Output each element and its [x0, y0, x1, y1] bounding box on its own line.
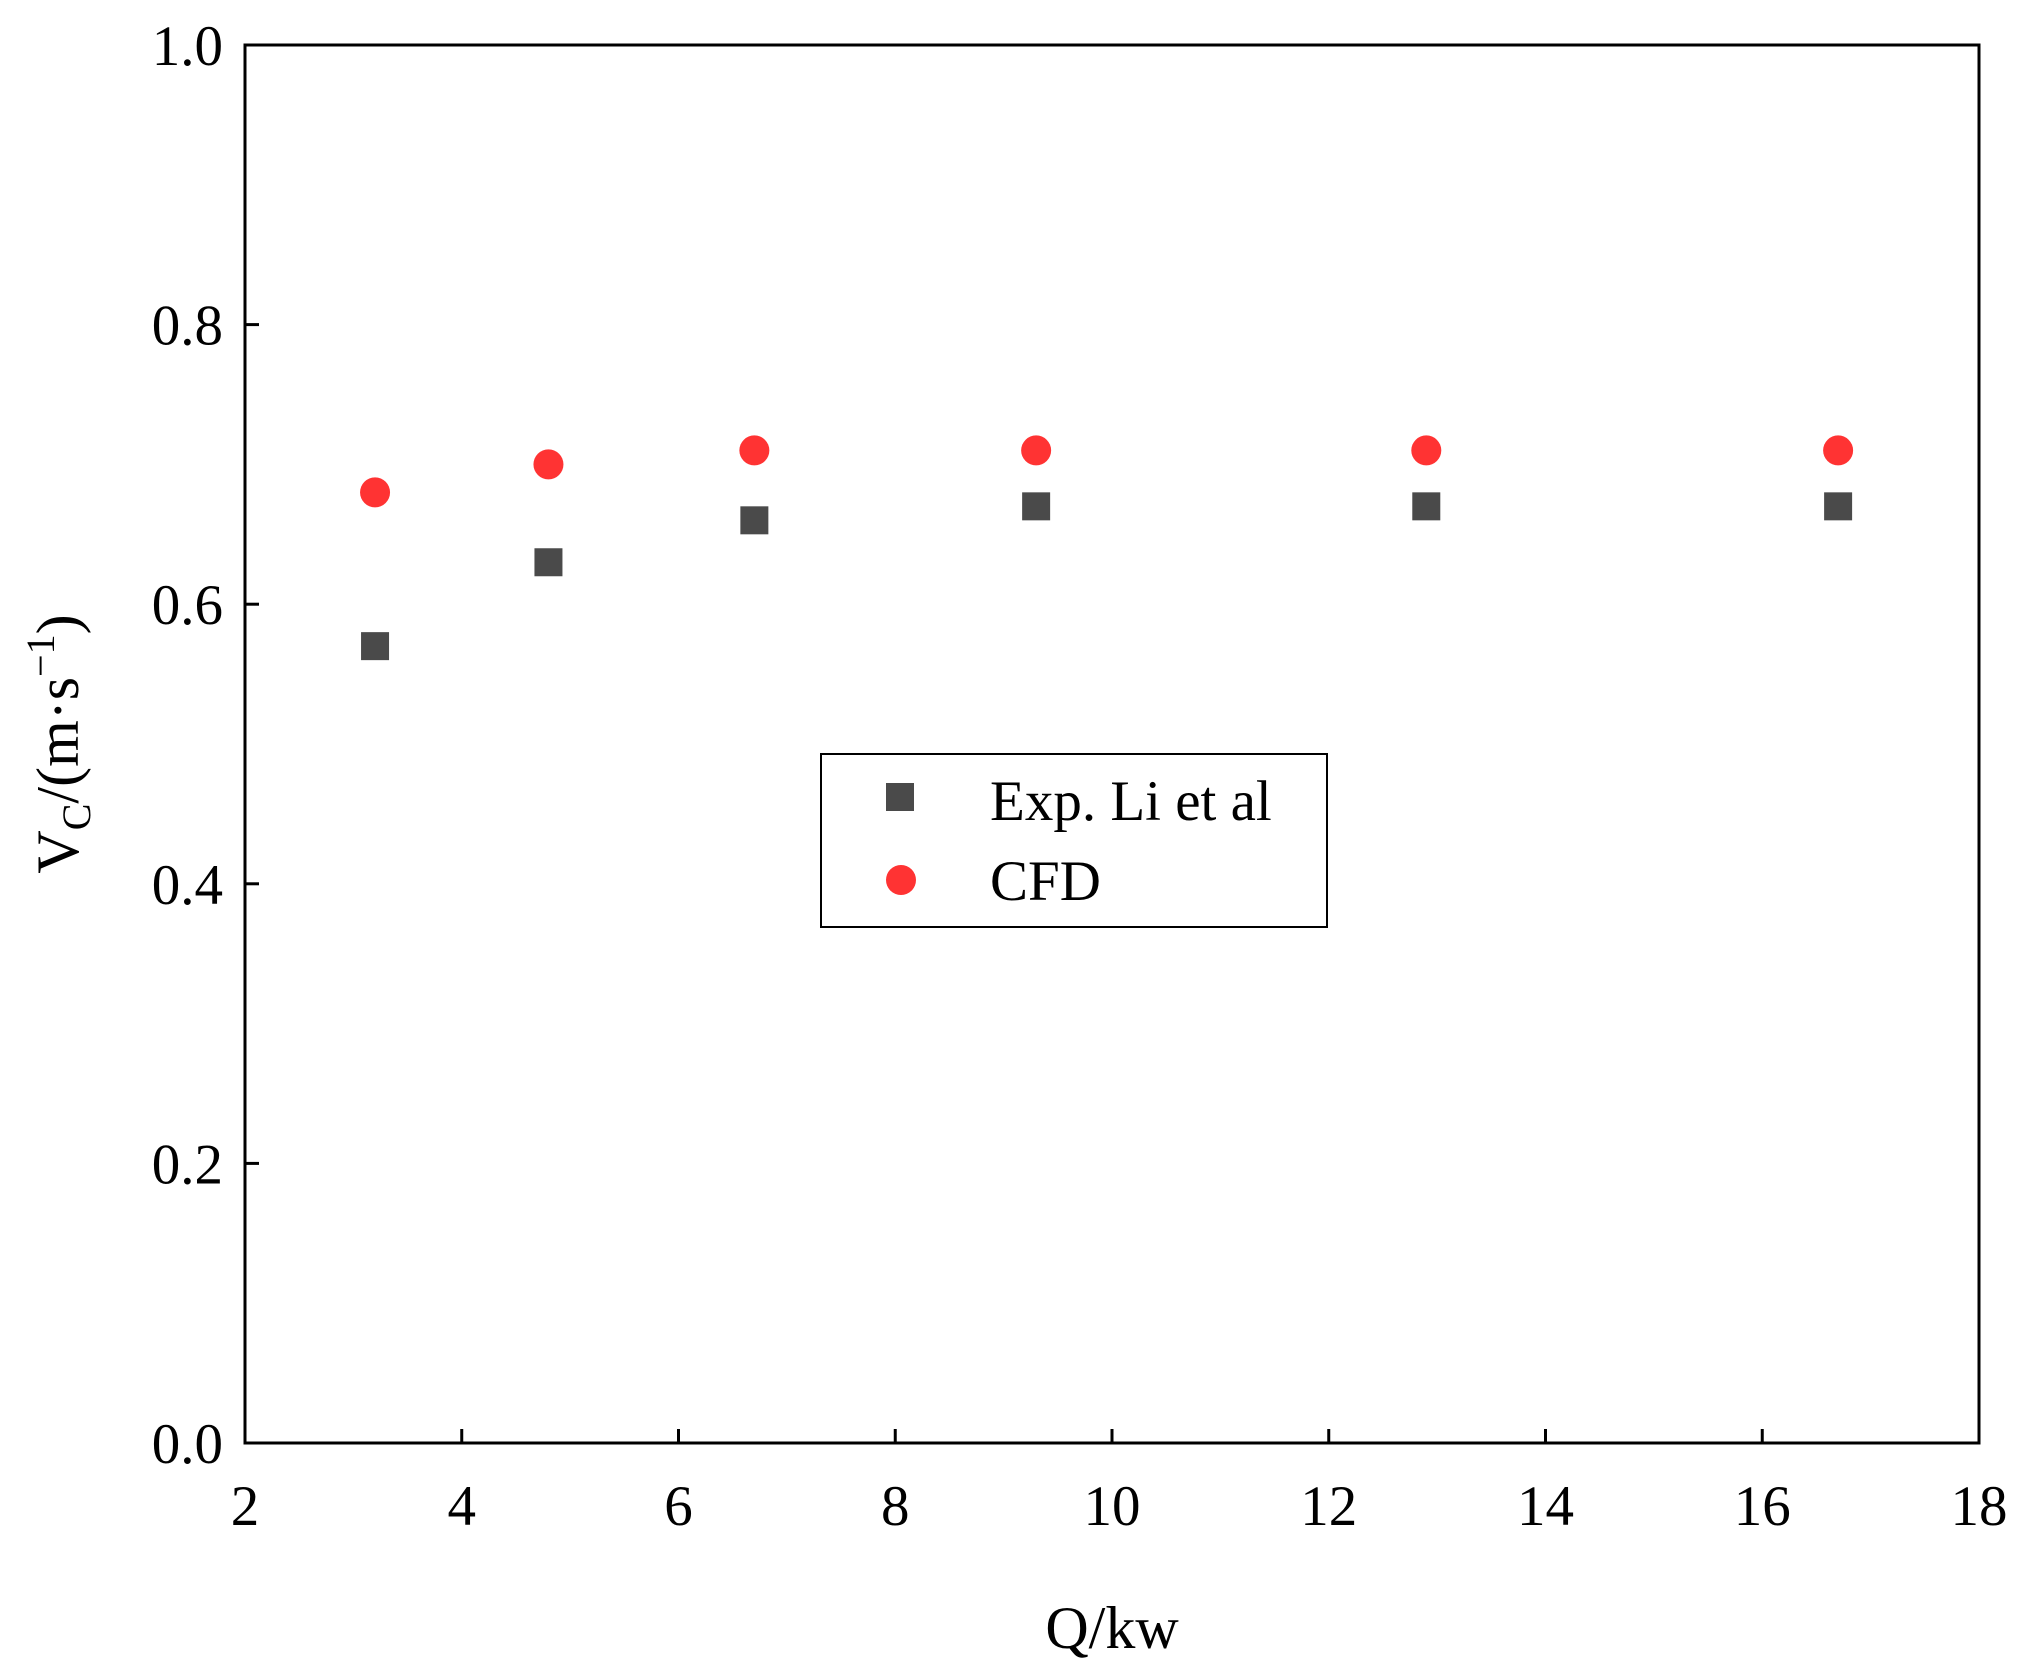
cfd-data-point — [739, 435, 770, 466]
y-tick-label: 0.0 — [152, 1413, 223, 1476]
x-tick-label: 16 — [1734, 1475, 1791, 1538]
y-tick-label: 1.0 — [152, 15, 223, 78]
legend-marker-exp — [886, 783, 914, 811]
y-axis-title: VC/(m·s−1) — [18, 614, 99, 873]
x-tick-label: 10 — [1084, 1475, 1141, 1538]
y-axis: 0.0 0.2 0.4 0.6 0.8 1.0 — [152, 15, 259, 1476]
cfd-data-point — [533, 449, 564, 480]
data-points — [360, 435, 1854, 661]
x-tick-label: 6 — [664, 1475, 693, 1538]
x-axis: 2 4 6 8 10 12 14 16 18 — [231, 1429, 2008, 1538]
legend-box — [820, 753, 1328, 928]
y-axis-title-superscript: −1 — [18, 634, 63, 677]
x-tick-label: 4 — [448, 1475, 477, 1538]
legend-label-exp: Exp. Li et al — [990, 770, 1272, 833]
x-tick-label: 2 — [231, 1475, 260, 1538]
exp-data-point — [1412, 492, 1441, 521]
y-axis-title-rest: /(m·s — [25, 677, 91, 804]
y-axis-title-close: ) — [25, 614, 91, 634]
x-tick-label: 18 — [1951, 1475, 2008, 1538]
y-tick-label: 0.4 — [152, 854, 223, 917]
x-axis-title: Q/kw — [1045, 1595, 1179, 1661]
exp-data-point — [361, 632, 390, 661]
exp-data-point — [1824, 492, 1853, 521]
exp-data-point — [1022, 492, 1051, 521]
plot-frame — [243, 43, 1981, 1445]
legend-marker-cfd — [886, 865, 916, 895]
y-axis-title-subscript: C — [54, 804, 99, 831]
exp-data-point — [534, 548, 563, 577]
y-tick-label: 0.8 — [152, 295, 223, 358]
exp-data-point — [740, 506, 769, 535]
y-tick-label: 0.6 — [152, 574, 223, 637]
x-tick-label: 12 — [1300, 1475, 1357, 1538]
cfd-data-point — [360, 477, 391, 508]
y-axis-title-main: V — [25, 830, 91, 873]
cfd-data-point — [1823, 435, 1854, 466]
cfd-data-point — [1021, 435, 1052, 466]
legend: Exp. Li et al CFD — [820, 753, 1328, 928]
x-tick-label: 14 — [1517, 1475, 1574, 1538]
legend-label-cfd: CFD — [990, 850, 1101, 913]
y-tick-label: 0.2 — [152, 1133, 223, 1196]
cfd-data-point — [1411, 435, 1442, 466]
x-tick-label: 8 — [881, 1475, 910, 1538]
